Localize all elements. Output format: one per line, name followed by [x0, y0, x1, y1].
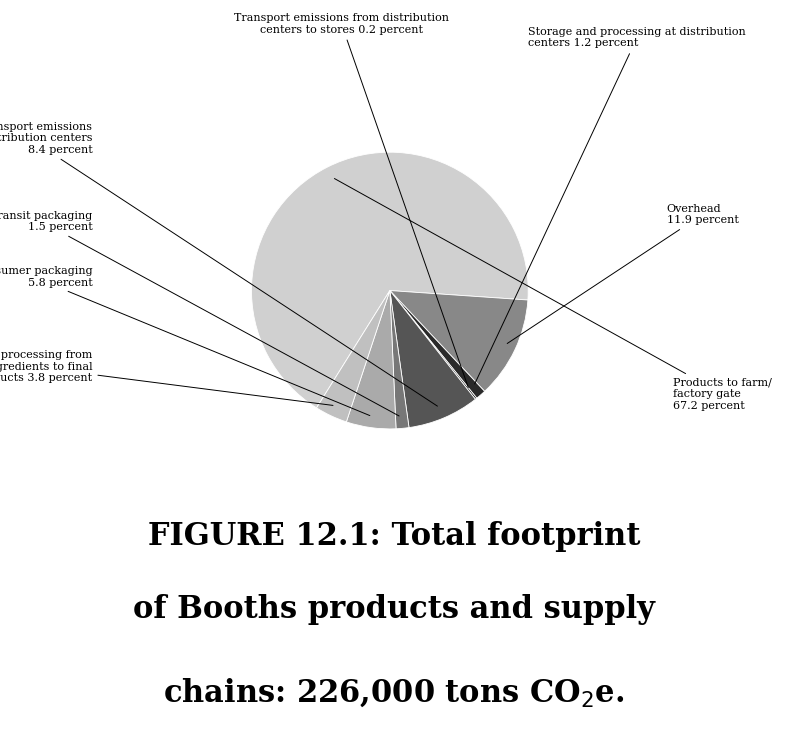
Wedge shape: [390, 291, 485, 398]
Wedge shape: [390, 291, 477, 399]
Text: Food processing from
ingredients to final
products 3.8 percent: Food processing from ingredients to fina…: [0, 350, 333, 405]
Text: Products to farm/
factory gate
67.2 percent: Products to farm/ factory gate 67.2 perc…: [334, 179, 772, 411]
Text: FIGURE 12.1: Total footprint: FIGURE 12.1: Total footprint: [147, 521, 640, 552]
Text: Storage and processing at distribution
centers 1.2 percent: Storage and processing at distribution c…: [474, 27, 746, 384]
Text: of Booths products and supply: of Booths products and supply: [133, 594, 655, 625]
Wedge shape: [347, 291, 396, 429]
Text: Overhead
11.9 percent: Overhead 11.9 percent: [507, 203, 738, 343]
Text: Transport emissions from distribution
centers to stores 0.2 percent: Transport emissions from distribution ce…: [234, 13, 468, 387]
Wedge shape: [317, 291, 390, 422]
Wedge shape: [251, 152, 528, 408]
Wedge shape: [390, 291, 528, 391]
Text: Consumer packaging
5.8 percent: Consumer packaging 5.8 percent: [0, 266, 370, 416]
Text: chains: 226,000 tons CO$_2$e.: chains: 226,000 tons CO$_2$e.: [163, 676, 625, 709]
Wedge shape: [390, 291, 409, 429]
Text: Transport emissions
to distribution centers
8.4 percent: Transport emissions to distribution cent…: [0, 121, 437, 406]
Wedge shape: [390, 291, 475, 428]
Text: Transit packaging
1.5 percent: Transit packaging 1.5 percent: [0, 211, 399, 416]
